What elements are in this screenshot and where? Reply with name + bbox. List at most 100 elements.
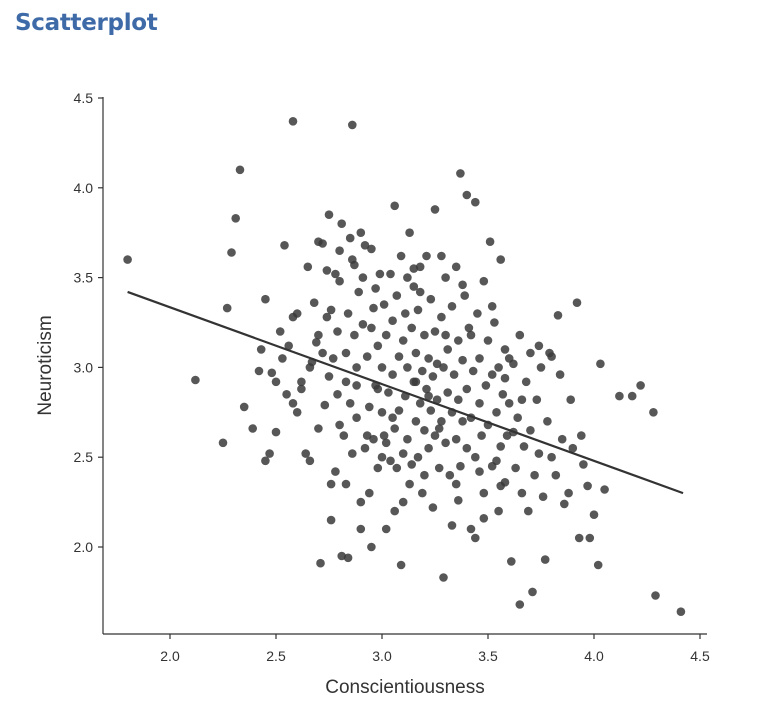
data-point [403,273,412,282]
data-point [428,503,438,512]
data-point [284,341,294,351]
data-point [496,255,506,264]
data-point [458,280,467,290]
data-point [381,524,391,534]
data-point [231,214,240,223]
data-point [439,573,448,582]
data-point [362,431,372,440]
data-point [369,303,378,313]
data-point [415,287,425,297]
data-point [235,165,245,175]
x-tick-label: 2.5 [266,648,286,664]
data-point [388,413,397,423]
data-point [515,600,525,609]
y-tick-label: 2.5 [74,449,94,465]
data-point [424,443,433,453]
data-point [373,384,383,394]
data-point [426,294,436,304]
data-point [415,399,425,408]
data-point [471,197,480,207]
data-point [615,391,624,401]
data-point [585,533,595,543]
data-point [322,312,332,322]
data-point [471,452,480,462]
data-point [403,363,412,372]
y-tick-label: 3.0 [74,359,94,375]
data-point [519,442,529,451]
data-point [447,521,457,530]
data-point [261,456,270,466]
data-point [369,434,378,444]
data-point [297,384,306,394]
data-point [547,452,556,462]
data-point [579,460,588,469]
data-point [390,506,400,516]
data-point [479,276,489,286]
data-point [394,352,404,361]
data-point [379,431,389,440]
data-point [418,366,427,376]
data-point [557,434,567,444]
data-point [430,327,440,336]
data-point [543,417,552,426]
data-point [123,255,132,264]
data-point [517,395,527,405]
data-point [596,359,605,369]
data-point [564,488,573,498]
data-point [441,438,450,448]
data-point [538,492,548,502]
data-point [524,506,533,516]
data-point [339,431,349,440]
data-point [441,273,450,282]
data-point [487,302,497,311]
data-point [471,533,480,543]
data-point [335,420,344,430]
data-point [348,255,357,264]
data-point [560,499,569,509]
data-point [261,294,270,304]
data-point [496,442,506,451]
data-point [278,354,287,363]
data-point [352,413,361,423]
data-point [460,291,470,300]
data-point [227,248,236,257]
data-point [292,309,302,318]
data-point [420,426,429,435]
data-point [333,327,342,336]
data-point [479,488,489,498]
data-point [424,391,433,401]
data-point [335,276,344,286]
data-point [377,408,387,417]
data-point [466,524,476,534]
data-point [475,354,484,363]
data-point [627,391,637,401]
data-point [458,417,467,426]
data-point [314,330,323,340]
data-point [458,355,467,365]
data-point [511,463,520,473]
data-point [352,381,361,390]
data-point [312,338,321,347]
data-point [430,431,440,440]
data-point [492,408,501,417]
data-point [256,345,266,354]
data-point [451,262,461,272]
data-point [600,485,609,494]
x-tick-label: 4.5 [690,648,710,664]
x-tick-label: 2.0 [160,648,180,664]
data-point [443,388,453,397]
data-point [498,390,508,399]
data-point [517,488,527,498]
data-point [445,470,455,480]
data-point [384,388,393,397]
data-point [443,345,453,354]
data-point [326,479,336,489]
y-tick-label: 2.0 [74,539,94,555]
data-point [456,169,465,178]
data-point [468,366,478,376]
regression-line [127,290,684,495]
data-point [324,210,334,219]
data-point [494,363,503,372]
data-point [676,607,686,616]
